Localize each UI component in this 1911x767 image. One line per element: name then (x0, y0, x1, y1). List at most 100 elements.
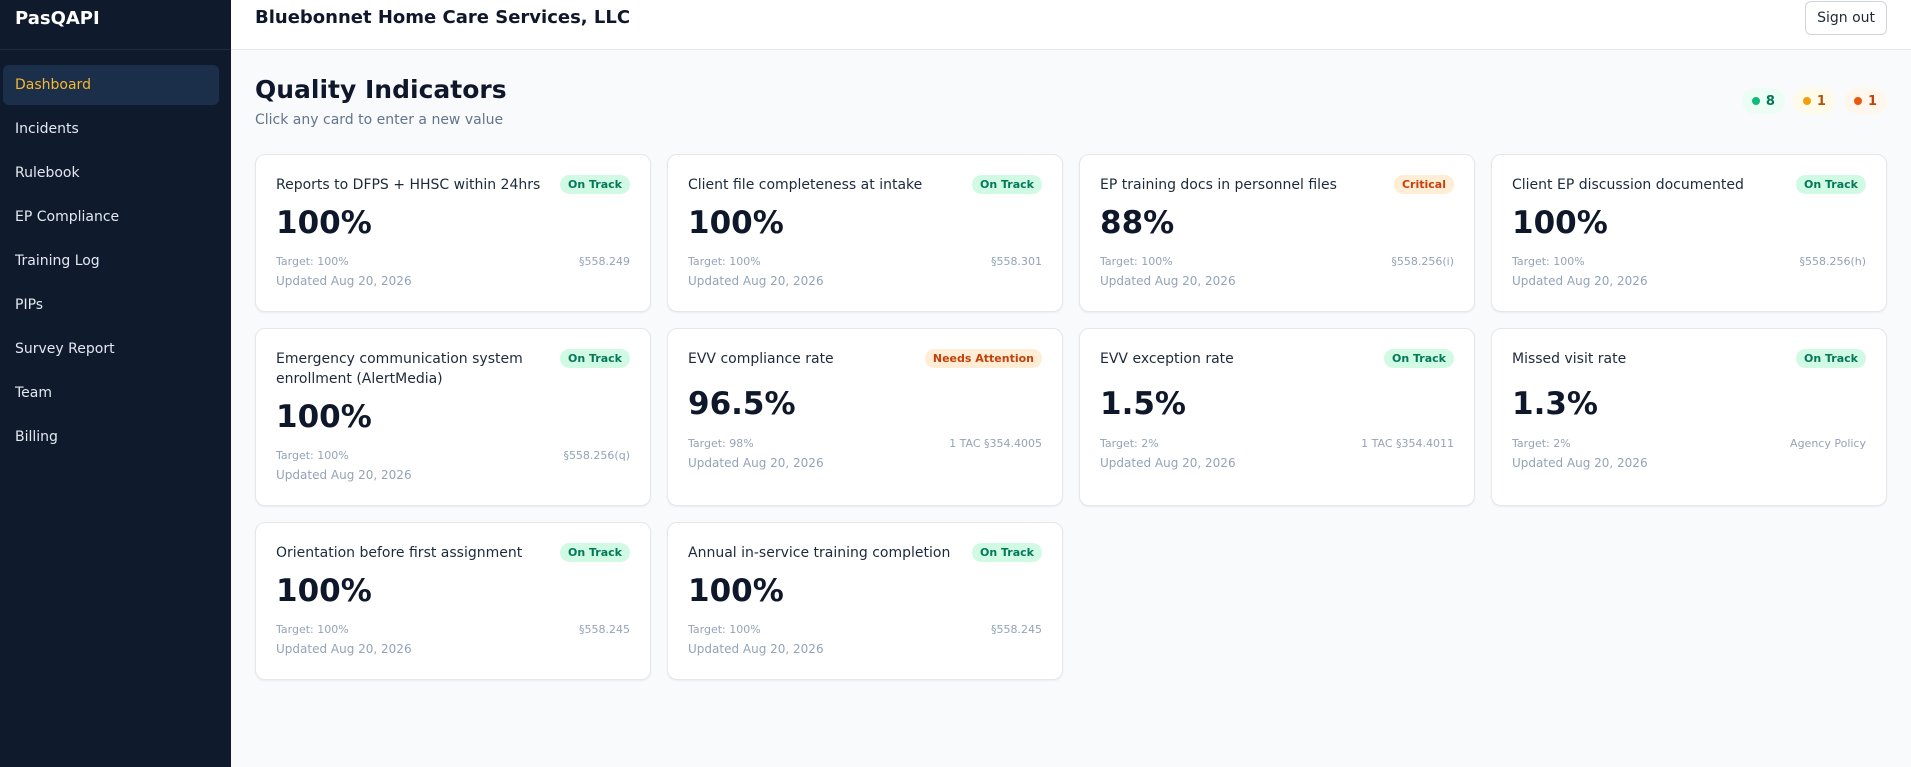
indicator-card[interactable]: Missed visit rate On Track 1.3% Target: … (1491, 328, 1887, 506)
status-badge: On Track (972, 543, 1042, 562)
status-badge: On Track (1796, 349, 1866, 368)
indicator-card[interactable]: Annual in-service training completion On… (667, 522, 1063, 680)
card-updated: Updated Aug 20, 2026 (688, 456, 824, 470)
card-header: Emergency communication system enrollmen… (276, 349, 630, 389)
needs-attention-count-badge: 1 (1792, 88, 1836, 114)
main-content: Quality Indicators Click any card to ent… (231, 51, 1911, 767)
indicator-card[interactable]: EVV compliance rate Needs Attention 96.5… (667, 328, 1063, 506)
card-header: Reports to DFPS + HHSC within 24hrs On T… (276, 175, 630, 195)
indicator-card[interactable]: Client file completeness at intake On Tr… (667, 154, 1063, 312)
card-updated: Updated Aug 20, 2026 (1512, 274, 1648, 288)
card-target: Target: 2% (1100, 437, 1159, 450)
card-target: Target: 100% (1512, 255, 1585, 268)
status-badge: On Track (560, 543, 630, 562)
card-value: 88% (1100, 205, 1175, 241)
status-badge: Needs Attention (924, 349, 1042, 368)
status-badge: On Track (560, 349, 630, 368)
needs-attention-count: 1 (1816, 93, 1826, 109)
card-header: EP training docs in personnel files Crit… (1100, 175, 1454, 195)
card-target: Target: 100% (688, 255, 761, 268)
sidebar-item-incidents[interactable]: Incidents (15, 121, 79, 137)
card-updated: Updated Aug 20, 2026 (276, 274, 412, 288)
card-target: Target: 100% (276, 623, 349, 636)
card-updated: Updated Aug 20, 2026 (276, 468, 412, 482)
indicator-card[interactable]: Emergency communication system enrollmen… (255, 328, 651, 506)
sidebar-item-survey-report[interactable]: Survey Report (15, 341, 115, 357)
card-meta: Target: 100% §558.245 (688, 623, 1042, 636)
card-title: EVV compliance rate (688, 351, 834, 367)
card-header: Annual in-service training completion On… (688, 543, 1042, 563)
card-title: Reports to DFPS + HHSC within 24hrs (276, 177, 541, 193)
sidebar-item-team[interactable]: Team (15, 385, 53, 401)
page-subtitle: Click any card to enter a new value (255, 112, 504, 128)
sidebar-item-training-log[interactable]: Training Log (15, 253, 100, 269)
indicator-card[interactable]: Orientation before first assignment On T… (255, 522, 651, 680)
card-value: 100% (276, 399, 372, 435)
sidebar-item-dashboard[interactable]: Dashboard (3, 65, 219, 105)
card-title: EP training docs in personnel files (1100, 177, 1337, 193)
card-title: Emergency communication system enrollmen… (276, 351, 523, 387)
card-reference: §558.249 (579, 255, 630, 268)
indicator-card[interactable]: Client EP discussion documented On Track… (1491, 154, 1887, 312)
indicator-card[interactable]: Reports to DFPS + HHSC within 24hrs On T… (255, 154, 651, 312)
critical-count-badge: 1 (1843, 88, 1887, 114)
card-updated: Updated Aug 20, 2026 (1100, 274, 1236, 288)
card-updated: Updated Aug 20, 2026 (276, 642, 412, 656)
top-bar: Bluebonnet Home Care Services, LLC Sign … (231, 0, 1911, 50)
card-reference: §558.301 (991, 255, 1042, 268)
sign-out-button[interactable]: Sign out (1805, 1, 1887, 35)
sidebar-nav: Dashboard Incidents Rulebook EP Complian… (0, 50, 231, 457)
card-value: 100% (276, 205, 372, 241)
card-reference: §558.245 (991, 623, 1042, 636)
card-reference: §558.245 (579, 623, 630, 636)
card-updated: Updated Aug 20, 2026 (1100, 456, 1236, 470)
card-meta: Target: 2% Agency Policy (1512, 437, 1866, 450)
indicator-card[interactable]: EP training docs in personnel files Crit… (1079, 154, 1475, 312)
card-reference: Agency Policy (1790, 437, 1866, 450)
card-title: EVV exception rate (1100, 351, 1234, 367)
status-badge: On Track (1796, 175, 1866, 194)
card-reference: 1 TAC §354.4005 (949, 437, 1042, 450)
card-value: 100% (688, 205, 784, 241)
card-value: 100% (1512, 205, 1608, 241)
card-value: 96.5% (688, 386, 796, 422)
sidebar: PasQAPI Dashboard Incidents Rulebook EP … (0, 0, 231, 767)
app-brand: PasQAPI (0, 0, 231, 50)
sidebar-item-ep-compliance[interactable]: EP Compliance (15, 209, 120, 225)
card-updated: Updated Aug 20, 2026 (1512, 456, 1648, 470)
card-target: Target: 100% (1100, 255, 1173, 268)
card-updated: Updated Aug 20, 2026 (688, 642, 824, 656)
card-meta: Target: 100% §558.256(h) (1512, 255, 1866, 268)
card-header: Missed visit rate On Track (1512, 349, 1866, 369)
status-badge: On Track (972, 175, 1042, 194)
card-updated: Updated Aug 20, 2026 (688, 274, 824, 288)
card-reference: §558.256(h) (1799, 255, 1866, 268)
sidebar-item-pips[interactable]: PIPs (15, 297, 44, 313)
card-header: EVV compliance rate Needs Attention (688, 349, 1042, 369)
card-meta: Target: 100% §558.249 (276, 255, 630, 268)
card-value: 1.5% (1100, 386, 1186, 422)
page-title: Quality Indicators (255, 75, 507, 104)
indicator-card[interactable]: EVV exception rate On Track 1.5% Target:… (1079, 328, 1475, 506)
green-dot-icon (1751, 97, 1760, 105)
card-meta: Target: 100% §558.256(q) (276, 449, 630, 462)
card-meta: Target: 98% 1 TAC §354.4005 (688, 437, 1042, 450)
card-header: Client EP discussion documented On Track (1512, 175, 1866, 195)
card-reference: §558.256(i) (1391, 255, 1454, 268)
card-meta: Target: 2% 1 TAC §354.4011 (1100, 437, 1454, 450)
card-reference: 1 TAC §354.4011 (1361, 437, 1454, 450)
card-reference: §558.256(q) (563, 449, 630, 462)
amber-dot-icon (1802, 97, 1811, 105)
sidebar-item-rulebook[interactable]: Rulebook (15, 165, 80, 181)
card-meta: Target: 100% §558.245 (276, 623, 630, 636)
card-title: Missed visit rate (1512, 351, 1627, 367)
card-header: Orientation before first assignment On T… (276, 543, 630, 563)
organization-name: Bluebonnet Home Care Services, LLC (255, 7, 631, 28)
card-title: Orientation before first assignment (276, 545, 523, 561)
card-header: Client file completeness at intake On Tr… (688, 175, 1042, 195)
card-title: Client file completeness at intake (688, 177, 923, 193)
status-badge: On Track (560, 175, 630, 194)
sidebar-item-billing[interactable]: Billing (15, 429, 58, 445)
card-target: Target: 2% (1512, 437, 1571, 450)
card-meta: Target: 100% §558.301 (688, 255, 1042, 268)
